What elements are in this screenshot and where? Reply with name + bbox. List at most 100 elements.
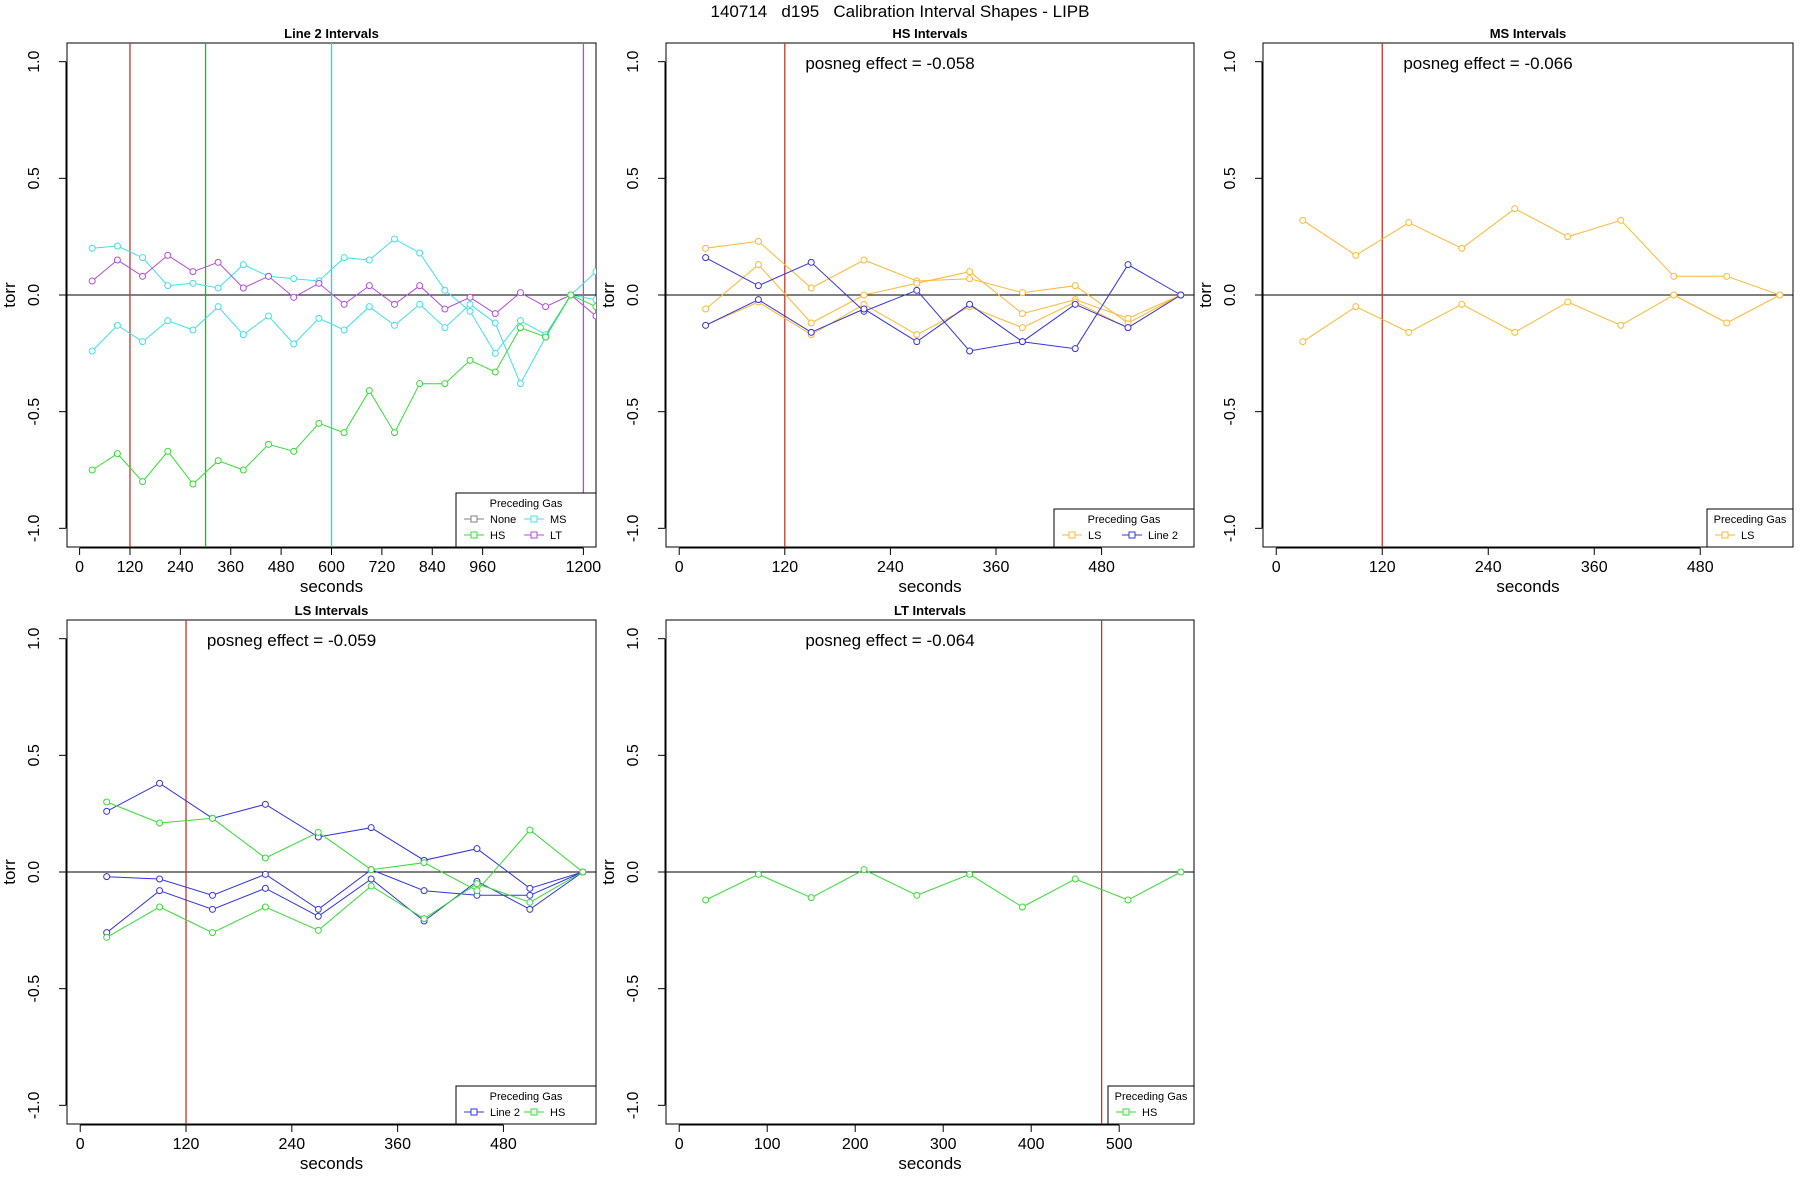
data-point — [420, 915, 428, 923]
data-point — [1405, 219, 1413, 227]
data-point — [113, 450, 121, 458]
data-point — [340, 254, 348, 262]
data-point — [156, 779, 164, 787]
legend-title: Preceding Gas — [1714, 514, 1787, 526]
data-point — [265, 272, 273, 280]
data-point — [1018, 310, 1026, 318]
data-point — [913, 891, 921, 899]
series-line — [705, 240, 1182, 324]
data-point — [390, 300, 398, 308]
data-point — [261, 884, 269, 892]
data-point — [214, 258, 222, 266]
data-point — [913, 286, 921, 294]
data-point — [208, 929, 216, 937]
data-point — [239, 331, 247, 339]
x-tick-label: 0 — [675, 1136, 684, 1153]
data-point — [807, 258, 815, 266]
x-tick-label: 120 — [1369, 559, 1396, 576]
legend-entry-label: Line 2 — [490, 1107, 520, 1119]
data-point — [702, 244, 710, 252]
data-point — [239, 261, 247, 269]
data-point — [913, 331, 921, 339]
legend: Preceding Gas HS — [1107, 1085, 1195, 1125]
data-point — [164, 447, 172, 455]
y-tick-label: 0.5 — [26, 744, 43, 766]
data-point — [860, 866, 868, 874]
data-point — [189, 326, 197, 334]
data-point — [314, 828, 322, 836]
series-line — [106, 782, 583, 889]
x-tick-label: 0 — [75, 559, 84, 576]
data-point — [1352, 303, 1360, 311]
data-point — [164, 251, 172, 259]
data-point — [1511, 205, 1519, 213]
data-point — [1124, 261, 1132, 269]
data-point — [261, 800, 269, 808]
data-point — [473, 845, 481, 853]
legend-marker — [470, 531, 478, 539]
data-point — [1071, 345, 1079, 353]
x-axis-label: seconds — [898, 1154, 961, 1173]
x-tick-label: 1200 — [566, 559, 602, 576]
data-point — [367, 824, 375, 832]
data-point — [702, 321, 710, 329]
y-tick-label: -0.5 — [625, 975, 642, 1003]
x-tick-label: 200 — [842, 1136, 869, 1153]
data-point — [416, 282, 424, 290]
data-point — [441, 286, 449, 294]
data-point — [491, 310, 499, 318]
data-point — [189, 279, 197, 287]
data-point — [139, 272, 147, 280]
data-point — [214, 284, 222, 292]
y-axis-label: torr — [0, 282, 19, 308]
data-point — [315, 279, 323, 287]
y-tick-label: -0.5 — [1222, 398, 1239, 426]
y-tick-label: 0.0 — [625, 861, 642, 883]
x-axis-label: seconds — [300, 577, 363, 596]
legend-title: Preceding Gas — [1088, 514, 1161, 526]
data-point — [420, 859, 428, 867]
panel-title: LT Intervals — [894, 603, 966, 618]
legend-marker — [530, 515, 538, 523]
data-point — [567, 291, 575, 299]
data-point — [807, 284, 815, 292]
data-point — [466, 307, 474, 315]
data-point — [261, 854, 269, 862]
y-tick-label: -1.0 — [1222, 514, 1239, 542]
data-point — [1018, 338, 1026, 346]
figure-title: 140714 d195 Calibration Interval Shapes … — [710, 2, 1090, 21]
x-tick-label: 240 — [167, 559, 194, 576]
series-line — [705, 264, 1182, 324]
data-point — [860, 291, 868, 299]
series-group — [702, 237, 1185, 355]
x-tick-label: 360 — [217, 559, 244, 576]
y-tick-label: 0.0 — [625, 284, 642, 306]
data-point — [208, 905, 216, 913]
panel-title: LS Intervals — [295, 603, 369, 618]
data-point — [103, 807, 111, 815]
data-point — [239, 284, 247, 292]
legend-entry-label: Line 2 — [1148, 530, 1178, 542]
data-point — [290, 340, 298, 348]
legend: Preceding Gas Line 2 HS — [455, 1085, 597, 1125]
data-point — [754, 237, 762, 245]
data-point — [526, 826, 534, 834]
data-point — [807, 894, 815, 902]
x-tick-label: 600 — [318, 559, 345, 576]
series-line — [705, 294, 1182, 343]
x-tick-label: 0 — [675, 559, 684, 576]
legend-box — [1053, 508, 1195, 548]
legend-marker — [530, 531, 538, 539]
series-line — [1302, 294, 1781, 343]
data-point — [1177, 291, 1185, 299]
data-point — [702, 896, 710, 904]
x-tick-label: 480 — [490, 1136, 517, 1153]
data-point — [491, 319, 499, 327]
x-tick-label: 120 — [771, 559, 798, 576]
data-point — [103, 933, 111, 941]
data-point — [441, 380, 449, 388]
x-tick-label: 360 — [1581, 559, 1608, 576]
data-point — [365, 303, 373, 311]
data-point — [1124, 896, 1132, 904]
